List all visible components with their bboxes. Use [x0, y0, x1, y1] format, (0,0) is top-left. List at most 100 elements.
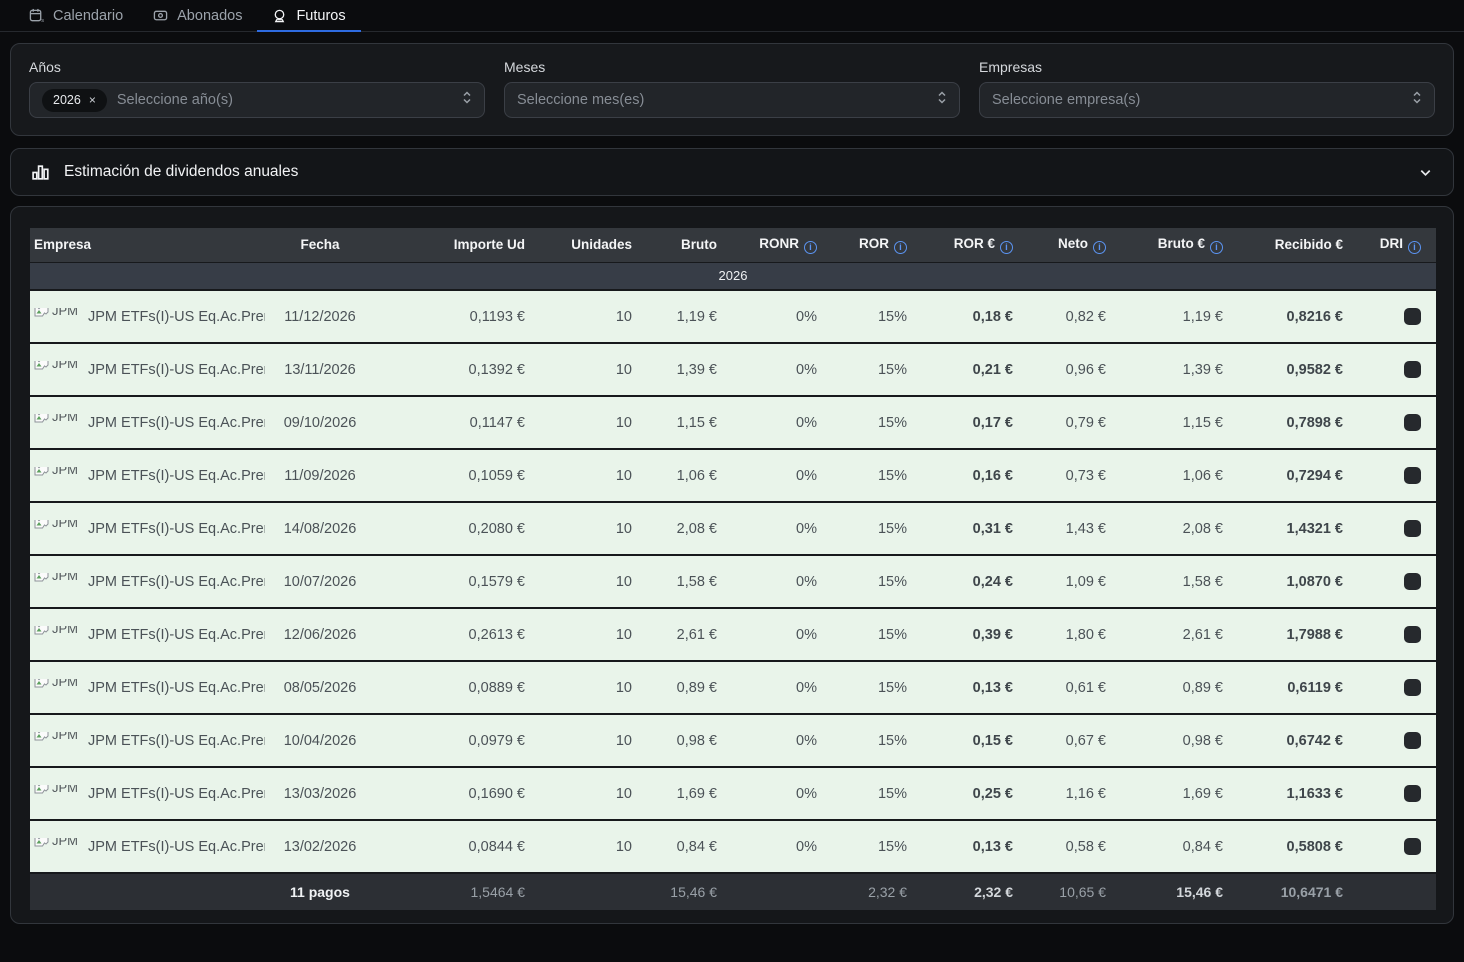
dividends-table: Empresa Fecha Importe Ud Unidades Bruto … — [30, 228, 1436, 910]
years-select[interactable]: 2026 × Seleccione año(s) — [29, 82, 485, 118]
cell-recibido: 0,7898 € — [1223, 396, 1343, 450]
broken-image-icon: JPM — [33, 679, 79, 690]
col-unidades: Unidades — [525, 228, 632, 263]
broken-image-icon: JPM — [33, 520, 79, 531]
select-arrows-icon — [936, 91, 948, 110]
dri-checkbox[interactable] — [1404, 785, 1421, 802]
cell-ror-eur: 0,25 € — [907, 767, 1013, 821]
cell-bruto-eur: 2,08 € — [1106, 502, 1223, 556]
company-name: JPM ETFs(I)-US Eq.Ac.Prem — [88, 838, 265, 855]
info-icon[interactable]: i — [804, 240, 817, 254]
tab-futuros[interactable]: Futuros — [257, 0, 361, 32]
cell-dri — [1343, 820, 1436, 874]
cell-ronr: 0% — [717, 290, 817, 344]
table-row: JPM JPM ETFs(I)-US Eq.Ac.Prem 09/10/2026… — [30, 396, 1436, 450]
cell-unidades: 10 — [525, 820, 632, 874]
svg-text:s: s — [41, 18, 44, 23]
broken-image-icon: JPM — [33, 414, 79, 425]
cell-unidades: 10 — [525, 767, 632, 821]
table-footer: 11 pagos 1,5464 € 15,46 € 2,32 € 2,32 € … — [30, 873, 1436, 910]
cell-bruto-eur: 1,06 € — [1106, 449, 1223, 503]
info-icon[interactable]: i — [1000, 240, 1013, 254]
tab-calendario[interactable]: s Calendario — [14, 0, 138, 31]
chip-remove-icon[interactable]: × — [88, 93, 96, 107]
cell-dri — [1343, 608, 1436, 662]
cell-unidades: 10 — [525, 555, 632, 609]
estimation-panel-header[interactable]: Estimación de dividendos anuales — [10, 148, 1454, 196]
cell-unidades: 10 — [525, 608, 632, 662]
cell-neto: 0,79 € — [1013, 396, 1106, 450]
estimation-title: Estimación de dividendos anuales — [64, 163, 299, 180]
months-label: Meses — [504, 59, 546, 75]
info-icon[interactable]: i — [1408, 240, 1421, 254]
table-row: JPM JPM ETFs(I)-US Eq.Ac.Prem 13/02/2026… — [30, 820, 1436, 874]
cell-unidades: 10 — [525, 290, 632, 344]
broken-image-icon: JPM — [33, 573, 79, 584]
cell-recibido: 0,5808 € — [1223, 820, 1343, 874]
col-bruto: Bruto — [632, 228, 717, 263]
cell-ror: 15% — [817, 608, 907, 662]
cell-empresa: JPM JPM ETFs(I)-US Eq.Ac.Prem — [30, 820, 265, 874]
cell-ror: 15% — [817, 661, 907, 715]
company-name: JPM ETFs(I)-US Eq.Ac.Prem — [88, 414, 265, 431]
filters-panel: Años 2026 × Seleccione año(s) Meses Sele… — [10, 43, 1454, 136]
footer-bruto-eur: 15,46 € — [1106, 873, 1223, 910]
dri-checkbox[interactable] — [1404, 679, 1421, 696]
info-icon[interactable]: i — [1093, 240, 1106, 254]
broken-image-icon: JPM — [33, 838, 79, 849]
cell-fecha: 09/10/2026 — [265, 396, 375, 450]
dri-checkbox[interactable] — [1404, 361, 1421, 378]
select-arrows-icon — [1411, 91, 1423, 110]
cell-importe-ud: 0,1193 € — [375, 290, 525, 344]
cell-ronr: 0% — [717, 767, 817, 821]
companies-select[interactable]: Seleccione empresa(s) — [979, 82, 1435, 118]
cell-importe-ud: 0,0979 € — [375, 714, 525, 768]
cell-recibido: 0,7294 € — [1223, 449, 1343, 503]
cell-recibido: 1,0870 € — [1223, 555, 1343, 609]
dri-checkbox[interactable] — [1404, 732, 1421, 749]
chevron-down-icon[interactable] — [1418, 165, 1433, 180]
col-ror: ROR i — [817, 228, 907, 263]
cell-ror-eur: 0,31 € — [907, 502, 1013, 556]
cell-dri — [1343, 661, 1436, 715]
dividends-table-card: Empresa Fecha Importe Ud Unidades Bruto … — [10, 206, 1454, 924]
info-icon[interactable]: i — [894, 240, 907, 254]
dri-checkbox[interactable] — [1404, 308, 1421, 325]
year-chip: 2026 × — [42, 88, 107, 112]
dri-checkbox[interactable] — [1404, 838, 1421, 855]
table-row: JPM JPM ETFs(I)-US Eq.Ac.Prem 13/11/2026… — [30, 343, 1436, 397]
companies-label: Empresas — [979, 59, 1043, 75]
broken-image-icon: JPM — [33, 467, 79, 478]
cell-importe-ud: 0,1147 € — [375, 396, 525, 450]
cell-recibido: 0,6742 € — [1223, 714, 1343, 768]
cell-bruto-eur: 1,39 € — [1106, 343, 1223, 397]
year-group-label: 2026 — [30, 262, 1436, 291]
footer-unidades — [525, 873, 632, 910]
broken-image-icon: JPM — [33, 361, 79, 372]
tab-abonados[interactable]: Abonados — [138, 0, 257, 31]
cell-ror: 15% — [817, 290, 907, 344]
cell-ror-eur: 0,24 € — [907, 555, 1013, 609]
dri-checkbox[interactable] — [1404, 626, 1421, 643]
cell-empresa: JPM JPM ETFs(I)-US Eq.Ac.Prem — [30, 661, 265, 715]
cell-ror: 15% — [817, 820, 907, 874]
cell-empresa: JPM JPM ETFs(I)-US Eq.Ac.Prem — [30, 449, 265, 503]
cell-bruto: 0,98 € — [632, 714, 717, 768]
months-select[interactable]: Seleccione mes(es) — [504, 82, 960, 118]
dri-checkbox[interactable] — [1404, 414, 1421, 431]
cell-ror-eur: 0,18 € — [907, 290, 1013, 344]
table-footer-row: 11 pagos 1,5464 € 15,46 € 2,32 € 2,32 € … — [30, 873, 1436, 910]
info-icon[interactable]: i — [1210, 240, 1223, 254]
cell-dri — [1343, 502, 1436, 556]
cell-bruto: 1,58 € — [632, 555, 717, 609]
cell-fecha: 13/11/2026 — [265, 343, 375, 397]
dri-checkbox[interactable] — [1404, 573, 1421, 590]
cell-recibido: 0,9582 € — [1223, 343, 1343, 397]
cell-recibido: 0,6119 € — [1223, 661, 1343, 715]
dri-checkbox[interactable] — [1404, 467, 1421, 484]
years-placeholder: Seleccione año(s) — [116, 92, 233, 108]
company-name: JPM ETFs(I)-US Eq.Ac.Prem — [88, 785, 265, 802]
table-row: JPM JPM ETFs(I)-US Eq.Ac.Prem 14/08/2026… — [30, 502, 1436, 556]
cell-bruto: 1,19 € — [632, 290, 717, 344]
dri-checkbox[interactable] — [1404, 520, 1421, 537]
